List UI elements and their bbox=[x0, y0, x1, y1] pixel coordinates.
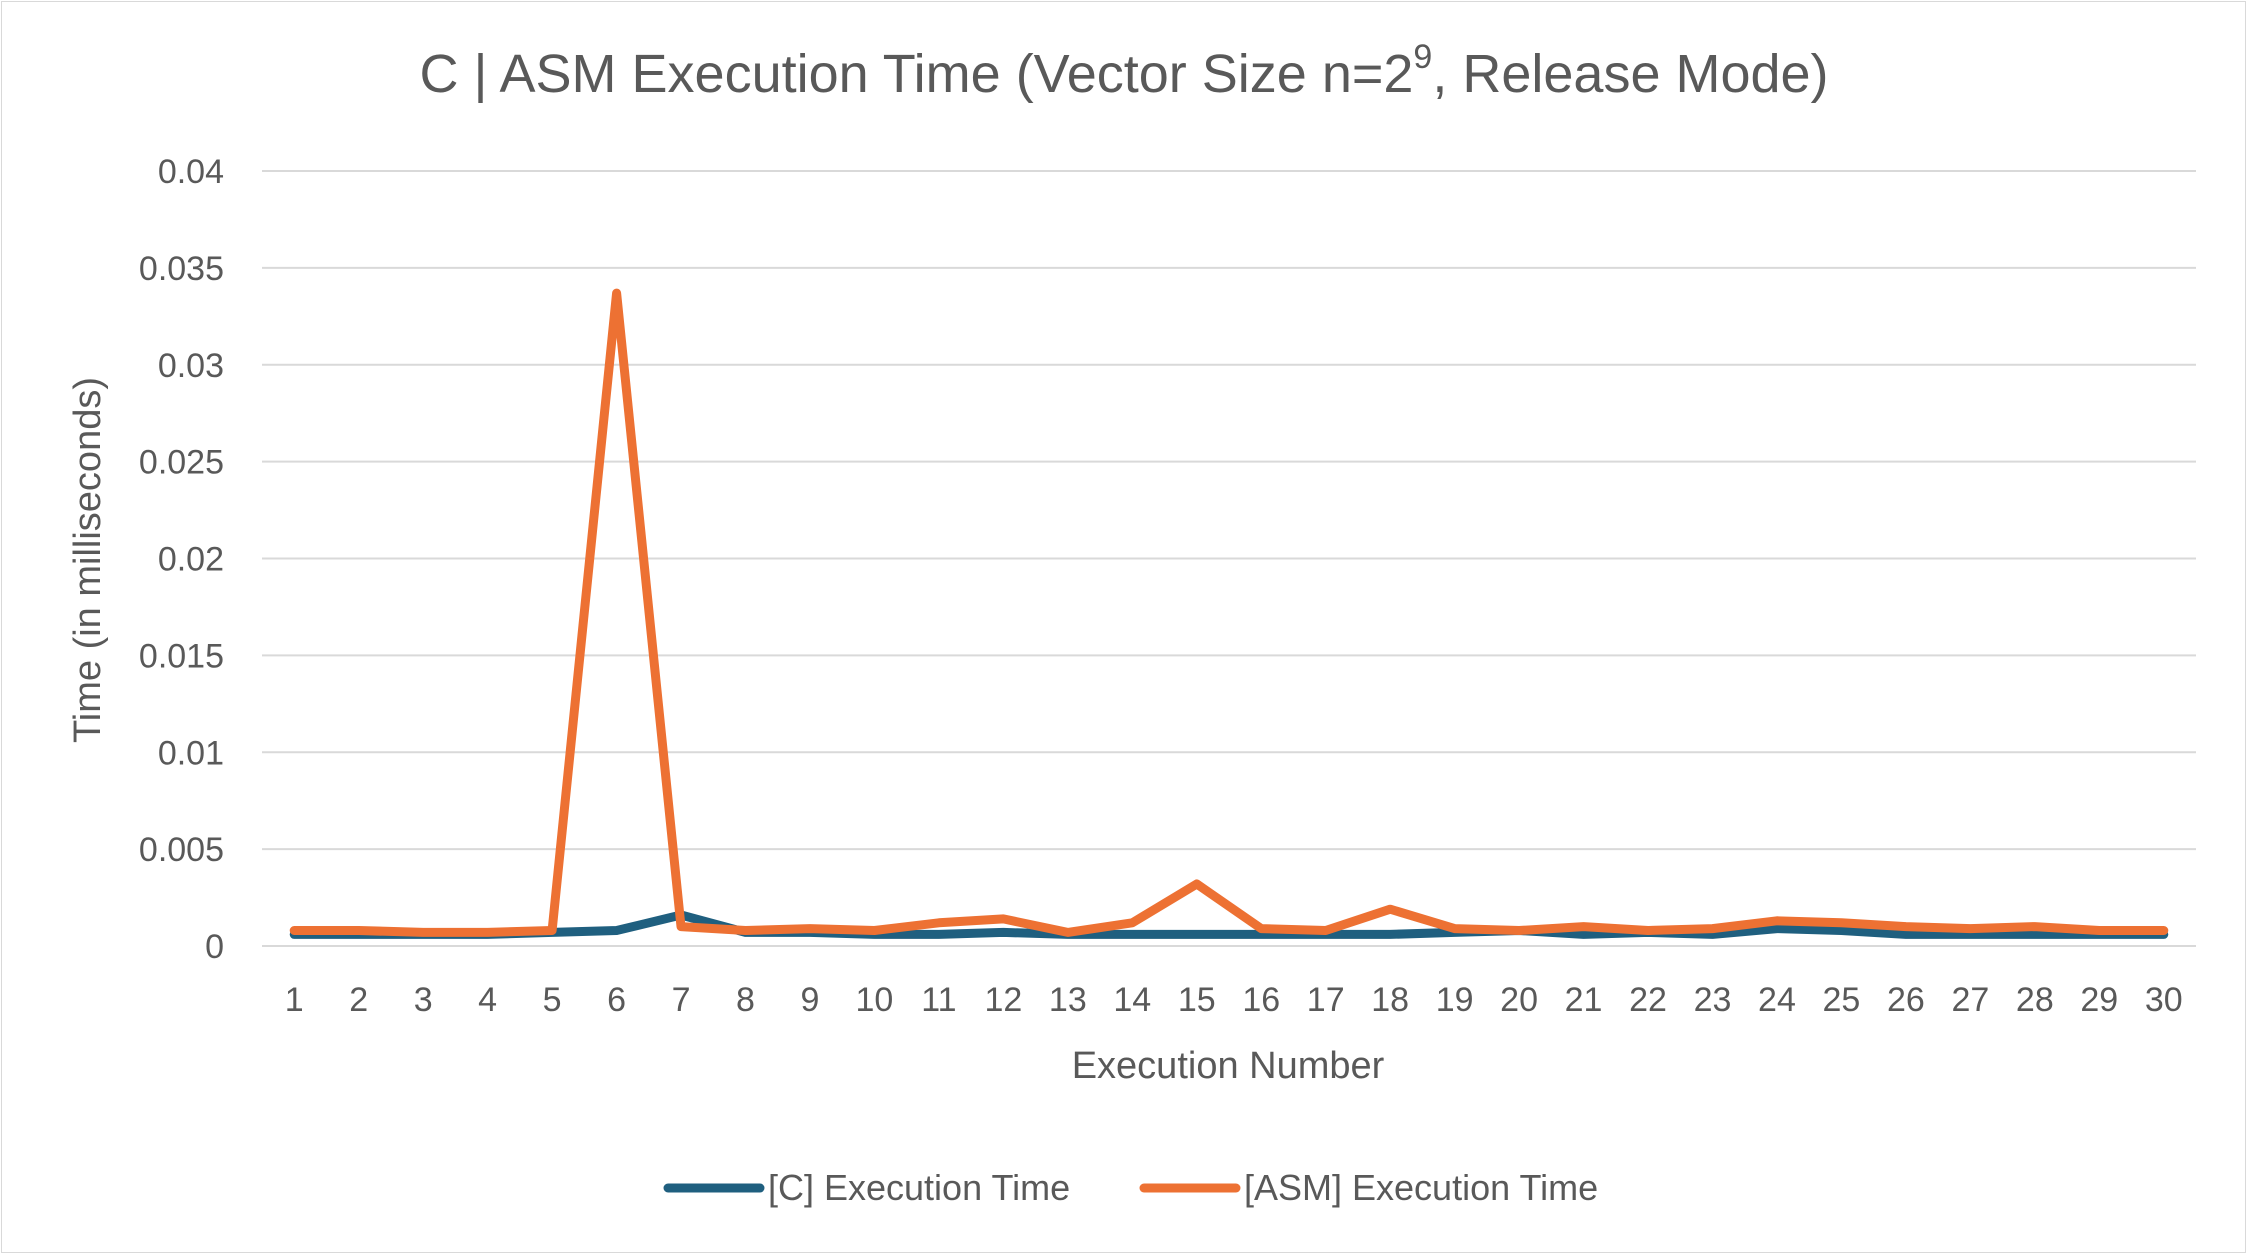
x-tick-label: 22 bbox=[1629, 981, 1667, 1019]
y-tick-label: 0.015 bbox=[139, 637, 224, 675]
x-tick-label: 2 bbox=[349, 981, 368, 1019]
y-tick-label: 0.035 bbox=[139, 250, 224, 288]
x-tick-label: 15 bbox=[1178, 981, 1216, 1019]
x-tick-label: 20 bbox=[1500, 981, 1538, 1019]
y-tick-label: 0.03 bbox=[158, 347, 224, 385]
x-tick-label: 21 bbox=[1565, 981, 1603, 1019]
x-tick-label: 5 bbox=[543, 981, 562, 1019]
series-line-c bbox=[289, 910, 2169, 939]
x-tick-label: 14 bbox=[1113, 981, 1151, 1019]
y-tick-label: 0 bbox=[205, 928, 224, 966]
x-tick-label: 27 bbox=[1951, 981, 1989, 1019]
x-tick-label: 28 bbox=[2016, 981, 2054, 1019]
x-tick-label: 30 bbox=[2145, 981, 2183, 1019]
legend-label: [C] Execution Time bbox=[768, 1167, 1070, 1208]
x-tick-label: 23 bbox=[1694, 981, 1732, 1019]
x-tick-label: 13 bbox=[1049, 981, 1087, 1019]
x-tick-label: 24 bbox=[1758, 981, 1796, 1019]
y-tick-label: 0.04 bbox=[158, 153, 224, 191]
gridlines bbox=[262, 170, 2196, 947]
chart-title: C | ASM Execution Time (Vector Size n=29… bbox=[419, 38, 1828, 104]
x-axis-ticks: 1 2 3 4 5 6 7 8 9 10 11 12 13 14 15 16 17 18 19 20 21 22 23 24 2… bbox=[285, 981, 2183, 1019]
x-tick-label: 17 bbox=[1307, 981, 1345, 1019]
legend-label: [ASM] Execution Time bbox=[1244, 1167, 1598, 1208]
y-axis-title: Time (in milliseconds) bbox=[67, 377, 109, 743]
chart-title-superscript: 9 bbox=[1413, 38, 1432, 76]
y-tick-label: 0.025 bbox=[139, 444, 224, 482]
x-tick-label: 7 bbox=[672, 981, 691, 1019]
x-tick-label: 12 bbox=[984, 981, 1022, 1019]
x-tick-label: 8 bbox=[736, 981, 755, 1019]
x-axis-title: Execution Number bbox=[1072, 1045, 1385, 1087]
y-tick-label: 0.01 bbox=[158, 734, 224, 772]
x-tick-label: 6 bbox=[607, 981, 626, 1019]
x-tick-label: 25 bbox=[1823, 981, 1861, 1019]
x-tick-label: 29 bbox=[2080, 981, 2118, 1019]
x-tick-label: 19 bbox=[1436, 981, 1474, 1019]
legend: [C] Execution Time [ASM] Execution Time bbox=[663, 1167, 1598, 1208]
y-axis-ticks: 0 0.005 0.01 0.015 0.02 0.025 0.03 0.035 0.04 bbox=[139, 153, 224, 966]
x-tick-label: 26 bbox=[1887, 981, 1925, 1019]
y-tick-label: 0.005 bbox=[139, 831, 224, 869]
series-line-asm bbox=[289, 288, 2169, 937]
x-tick-label: 3 bbox=[414, 981, 433, 1019]
chart-title-suffix: , Release Mode) bbox=[1432, 44, 1828, 104]
x-tick-label: 9 bbox=[801, 981, 820, 1019]
x-tick-label: 16 bbox=[1242, 981, 1280, 1019]
x-tick-label: 18 bbox=[1371, 981, 1409, 1019]
y-tick-label: 0.02 bbox=[158, 541, 224, 579]
x-tick-label: 1 bbox=[285, 981, 304, 1019]
x-tick-label: 10 bbox=[856, 981, 894, 1019]
x-tick-label: 4 bbox=[478, 981, 497, 1019]
x-tick-label: 11 bbox=[921, 981, 956, 1019]
series-lines bbox=[289, 288, 2169, 939]
